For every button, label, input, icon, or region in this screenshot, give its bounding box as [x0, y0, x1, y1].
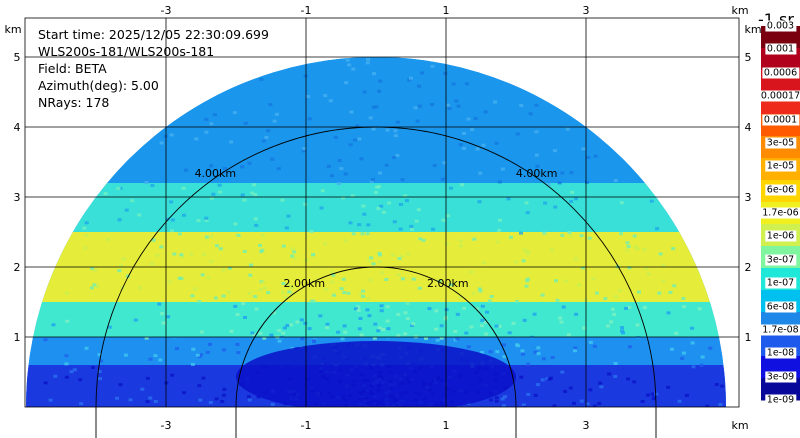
colorbar-label: 0.003 [764, 20, 797, 32]
colorbar-label: 1e-07 [764, 277, 797, 289]
colorbar-label: 6e-06 [764, 184, 797, 196]
range-ring-labels: 2.00km 2.00km 4.00km 4.00km [195, 167, 558, 290]
y-tick-label-right: 4 [745, 121, 752, 134]
y-tick-label-left: 5 [14, 51, 21, 64]
y-tick-label-right: 2 [745, 261, 752, 274]
scan-info: Start time: 2025/12/05 22:30:09.699 WLS2… [38, 26, 269, 111]
grid-lines [24, 17, 740, 408]
axis-ticks: -3 -3 -1 -1 1 1 3 3 1 1 2 2 3 3 4 4 5 5 km km km km [4, 4, 761, 432]
y-tick-label-left: 3 [14, 191, 21, 204]
instrument-text: WLS200s-181/WLS200s-181 [38, 44, 215, 59]
x-tick-label-bottom: -3 [161, 419, 172, 432]
colorbar-label: 1e-05 [764, 160, 797, 172]
colorbar-label: 3e-05 [764, 137, 797, 149]
y-tick-label-right: 1 [745, 331, 752, 344]
plot-frame [24, 17, 740, 408]
azimuth-text: Azimuth(deg): 5.00 [38, 78, 159, 93]
colorbar-label: 0.0006 [761, 67, 800, 79]
x-tick-label-top: 1 [443, 4, 450, 17]
y-unit-right: km [744, 23, 761, 36]
colorbar-label: 1.7e-08 [760, 324, 800, 336]
colorbar-label: 3e-07 [764, 254, 797, 266]
x-tick-label-top: -1 [301, 4, 312, 17]
field-core [236, 341, 516, 407]
colorbar-label: 1.7e-06 [760, 207, 800, 219]
colorbar-label: 0.00017 [758, 90, 800, 102]
colorbar-label: 3e-09 [764, 371, 797, 383]
field-layer-2 [26, 302, 726, 337]
start-time-text: Start time: 2025/12/05 22:30:09.699 [38, 27, 269, 42]
y-tick-label-left: 1 [14, 331, 21, 344]
range-ring-label: 2.00km [427, 277, 469, 290]
colorbar-segment [761, 26, 800, 49]
y-tick-label-left: 2 [14, 261, 21, 274]
nrays-text: NRays: 178 [38, 95, 110, 110]
range-ring-label: 4.00km [195, 167, 237, 180]
colorbar-label: 0.0001 [761, 114, 800, 125]
x-tick-label-bottom: 1 [443, 419, 450, 432]
x-unit-top: km [731, 4, 748, 17]
field-text: Field: BETA [38, 61, 107, 76]
x-tick-label-top: 3 [583, 4, 590, 17]
colorbar-label: 0.001 [764, 43, 797, 55]
y-unit-left: km [4, 23, 21, 36]
x-unit-bottom: km [731, 419, 748, 432]
colorbar-label: 1e-08 [764, 347, 797, 359]
colorbar-label: 6e-08 [764, 301, 797, 312]
x-tick-label-bottom: 3 [583, 419, 590, 432]
y-tick-label-right: 3 [745, 191, 752, 204]
range-ring-label: 2.00km [283, 277, 325, 290]
x-tick-label-bottom: -1 [301, 419, 312, 432]
field-layer-4 [26, 183, 726, 232]
y-tick-label-right: 5 [745, 51, 752, 64]
colorbar-label: 1e-09 [764, 394, 797, 406]
x-tick-label-top: -3 [161, 4, 172, 17]
range-ring-label: 4.00km [516, 167, 558, 180]
y-tick-label-left: 4 [14, 121, 21, 134]
colorbar-label: 1e-06 [764, 230, 797, 242]
